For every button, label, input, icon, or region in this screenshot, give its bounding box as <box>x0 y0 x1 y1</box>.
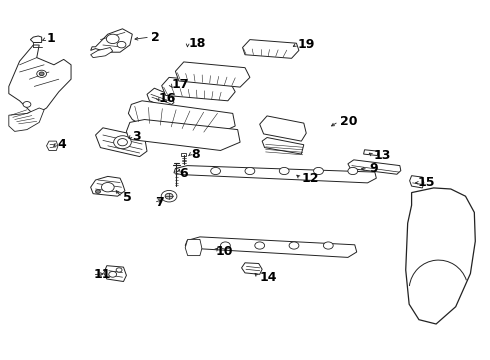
Circle shape <box>245 167 255 175</box>
Polygon shape <box>162 77 235 101</box>
Polygon shape <box>30 36 42 42</box>
Circle shape <box>165 193 173 199</box>
Circle shape <box>323 242 333 249</box>
Polygon shape <box>147 88 174 108</box>
Circle shape <box>109 271 117 277</box>
Text: 10: 10 <box>216 245 233 258</box>
Text: 18: 18 <box>189 37 206 50</box>
Circle shape <box>116 268 122 272</box>
Circle shape <box>220 242 230 249</box>
Polygon shape <box>175 62 250 87</box>
Text: 7: 7 <box>155 196 164 209</box>
Circle shape <box>96 190 100 193</box>
Circle shape <box>289 242 299 249</box>
Circle shape <box>348 167 358 175</box>
Circle shape <box>279 167 289 175</box>
Polygon shape <box>242 263 262 274</box>
Text: 19: 19 <box>298 38 315 51</box>
Polygon shape <box>185 237 357 257</box>
Circle shape <box>117 41 126 48</box>
Polygon shape <box>364 150 378 156</box>
Circle shape <box>314 167 323 175</box>
Polygon shape <box>91 176 125 196</box>
Polygon shape <box>96 128 147 157</box>
Text: 4: 4 <box>58 138 67 150</box>
Text: 3: 3 <box>132 130 141 143</box>
Polygon shape <box>260 116 306 141</box>
Text: 14: 14 <box>260 271 277 284</box>
Text: 1: 1 <box>47 32 56 45</box>
Circle shape <box>114 136 131 149</box>
Text: 8: 8 <box>192 148 200 161</box>
Polygon shape <box>9 108 44 131</box>
Text: 15: 15 <box>418 176 436 189</box>
Polygon shape <box>348 160 401 174</box>
Circle shape <box>255 242 265 249</box>
Text: 11: 11 <box>94 268 111 281</box>
Text: 20: 20 <box>340 115 357 128</box>
Circle shape <box>211 167 220 175</box>
Polygon shape <box>243 40 299 58</box>
Circle shape <box>23 102 31 107</box>
Polygon shape <box>91 48 113 58</box>
Text: 5: 5 <box>123 191 132 204</box>
Circle shape <box>39 72 44 76</box>
Polygon shape <box>406 188 475 324</box>
Polygon shape <box>91 29 132 52</box>
Circle shape <box>106 34 119 44</box>
Circle shape <box>118 139 127 146</box>
Text: 9: 9 <box>369 162 378 175</box>
Circle shape <box>37 70 47 77</box>
Polygon shape <box>9 45 71 115</box>
Text: 17: 17 <box>172 78 189 91</box>
Polygon shape <box>47 141 58 150</box>
Polygon shape <box>262 138 304 154</box>
Text: 6: 6 <box>179 167 188 180</box>
Polygon shape <box>181 153 186 156</box>
Text: 13: 13 <box>373 149 391 162</box>
Polygon shape <box>128 101 235 135</box>
Text: 16: 16 <box>159 92 176 105</box>
Text: 12: 12 <box>302 172 319 185</box>
Text: 2: 2 <box>151 31 160 44</box>
Polygon shape <box>410 176 424 188</box>
Circle shape <box>101 183 114 192</box>
Polygon shape <box>185 239 202 256</box>
Circle shape <box>161 190 177 202</box>
Polygon shape <box>174 166 376 183</box>
Polygon shape <box>104 266 126 282</box>
Polygon shape <box>126 120 240 150</box>
